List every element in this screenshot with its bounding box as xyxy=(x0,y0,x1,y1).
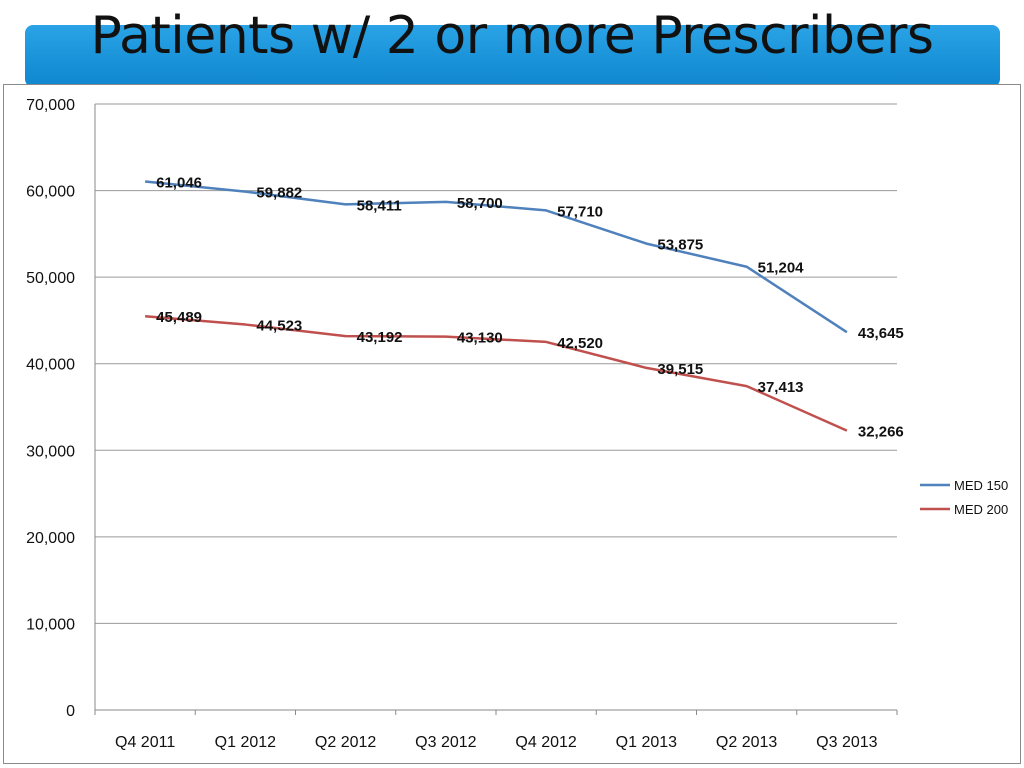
data-label: 43,192 xyxy=(357,329,403,346)
slide-title: Patients w/ 2 or more Prescribers xyxy=(90,6,934,66)
x-tick-label: Q1 2012 xyxy=(215,734,276,751)
x-tick-label: Q3 2012 xyxy=(415,734,476,751)
data-label: 61,046 xyxy=(156,175,202,192)
data-label: 57,710 xyxy=(557,203,603,220)
title-bar xyxy=(25,25,1000,87)
x-tick-label: Q1 2013 xyxy=(616,734,677,751)
y-tick-label: 30,000 xyxy=(26,443,75,460)
y-tick-label: 0 xyxy=(66,703,75,720)
data-label: 53,875 xyxy=(657,237,703,254)
data-label: 58,700 xyxy=(457,195,503,212)
data-label: 43,645 xyxy=(858,325,904,342)
data-label: 51,204 xyxy=(758,260,805,277)
x-tick-label: Q4 2012 xyxy=(515,734,576,751)
data-label: 43,130 xyxy=(457,330,503,347)
legend: MED 150 MED 200 xyxy=(920,478,1008,517)
series-lines xyxy=(144,180,848,432)
x-tick-label: Q2 2012 xyxy=(315,734,376,751)
axes xyxy=(94,104,898,715)
data-label: 32,266 xyxy=(858,424,904,441)
y-tick-label: 10,000 xyxy=(26,616,75,633)
series-line-1 xyxy=(144,180,848,334)
y-tick-label: 40,000 xyxy=(26,357,75,374)
data-label: 39,515 xyxy=(657,361,703,378)
data-label: 59,882 xyxy=(256,185,302,202)
y-tick-label: 60,000 xyxy=(26,184,75,201)
x-tick-labels: Q4 2011 Q1 2012 Q2 2012 Q3 2012 Q4 2012 Q1 20… xyxy=(115,734,878,751)
x-tick-label: Q4 2011 xyxy=(115,734,175,751)
y-tick-label: 70,000 xyxy=(26,97,75,114)
legend-label: MED 150 xyxy=(954,478,1008,493)
data-label: 58,411 xyxy=(357,197,402,214)
data-label: 44,523 xyxy=(256,318,302,335)
series-line-2 xyxy=(145,314,848,432)
x-tick-label: Q2 2013 xyxy=(716,734,777,751)
data-label: 42,520 xyxy=(557,335,603,352)
chart-frame xyxy=(3,84,1021,764)
y-tick-label: 50,000 xyxy=(26,270,75,287)
data-labels: 61,046 59,882 58,411 58,700 57,710 53,875 51,2… xyxy=(156,175,904,441)
data-label: 37,413 xyxy=(758,379,804,396)
gridlines xyxy=(95,103,897,624)
y-tick-label: 20,000 xyxy=(26,530,75,547)
data-label: 45,489 xyxy=(156,309,202,326)
y-tick-labels: 0 10,000 20,000 30,000 40,000 50,000 60,000 70,… xyxy=(26,97,75,720)
x-tick-label: Q3 2013 xyxy=(816,734,877,751)
legend-label: MED 200 xyxy=(954,502,1008,517)
